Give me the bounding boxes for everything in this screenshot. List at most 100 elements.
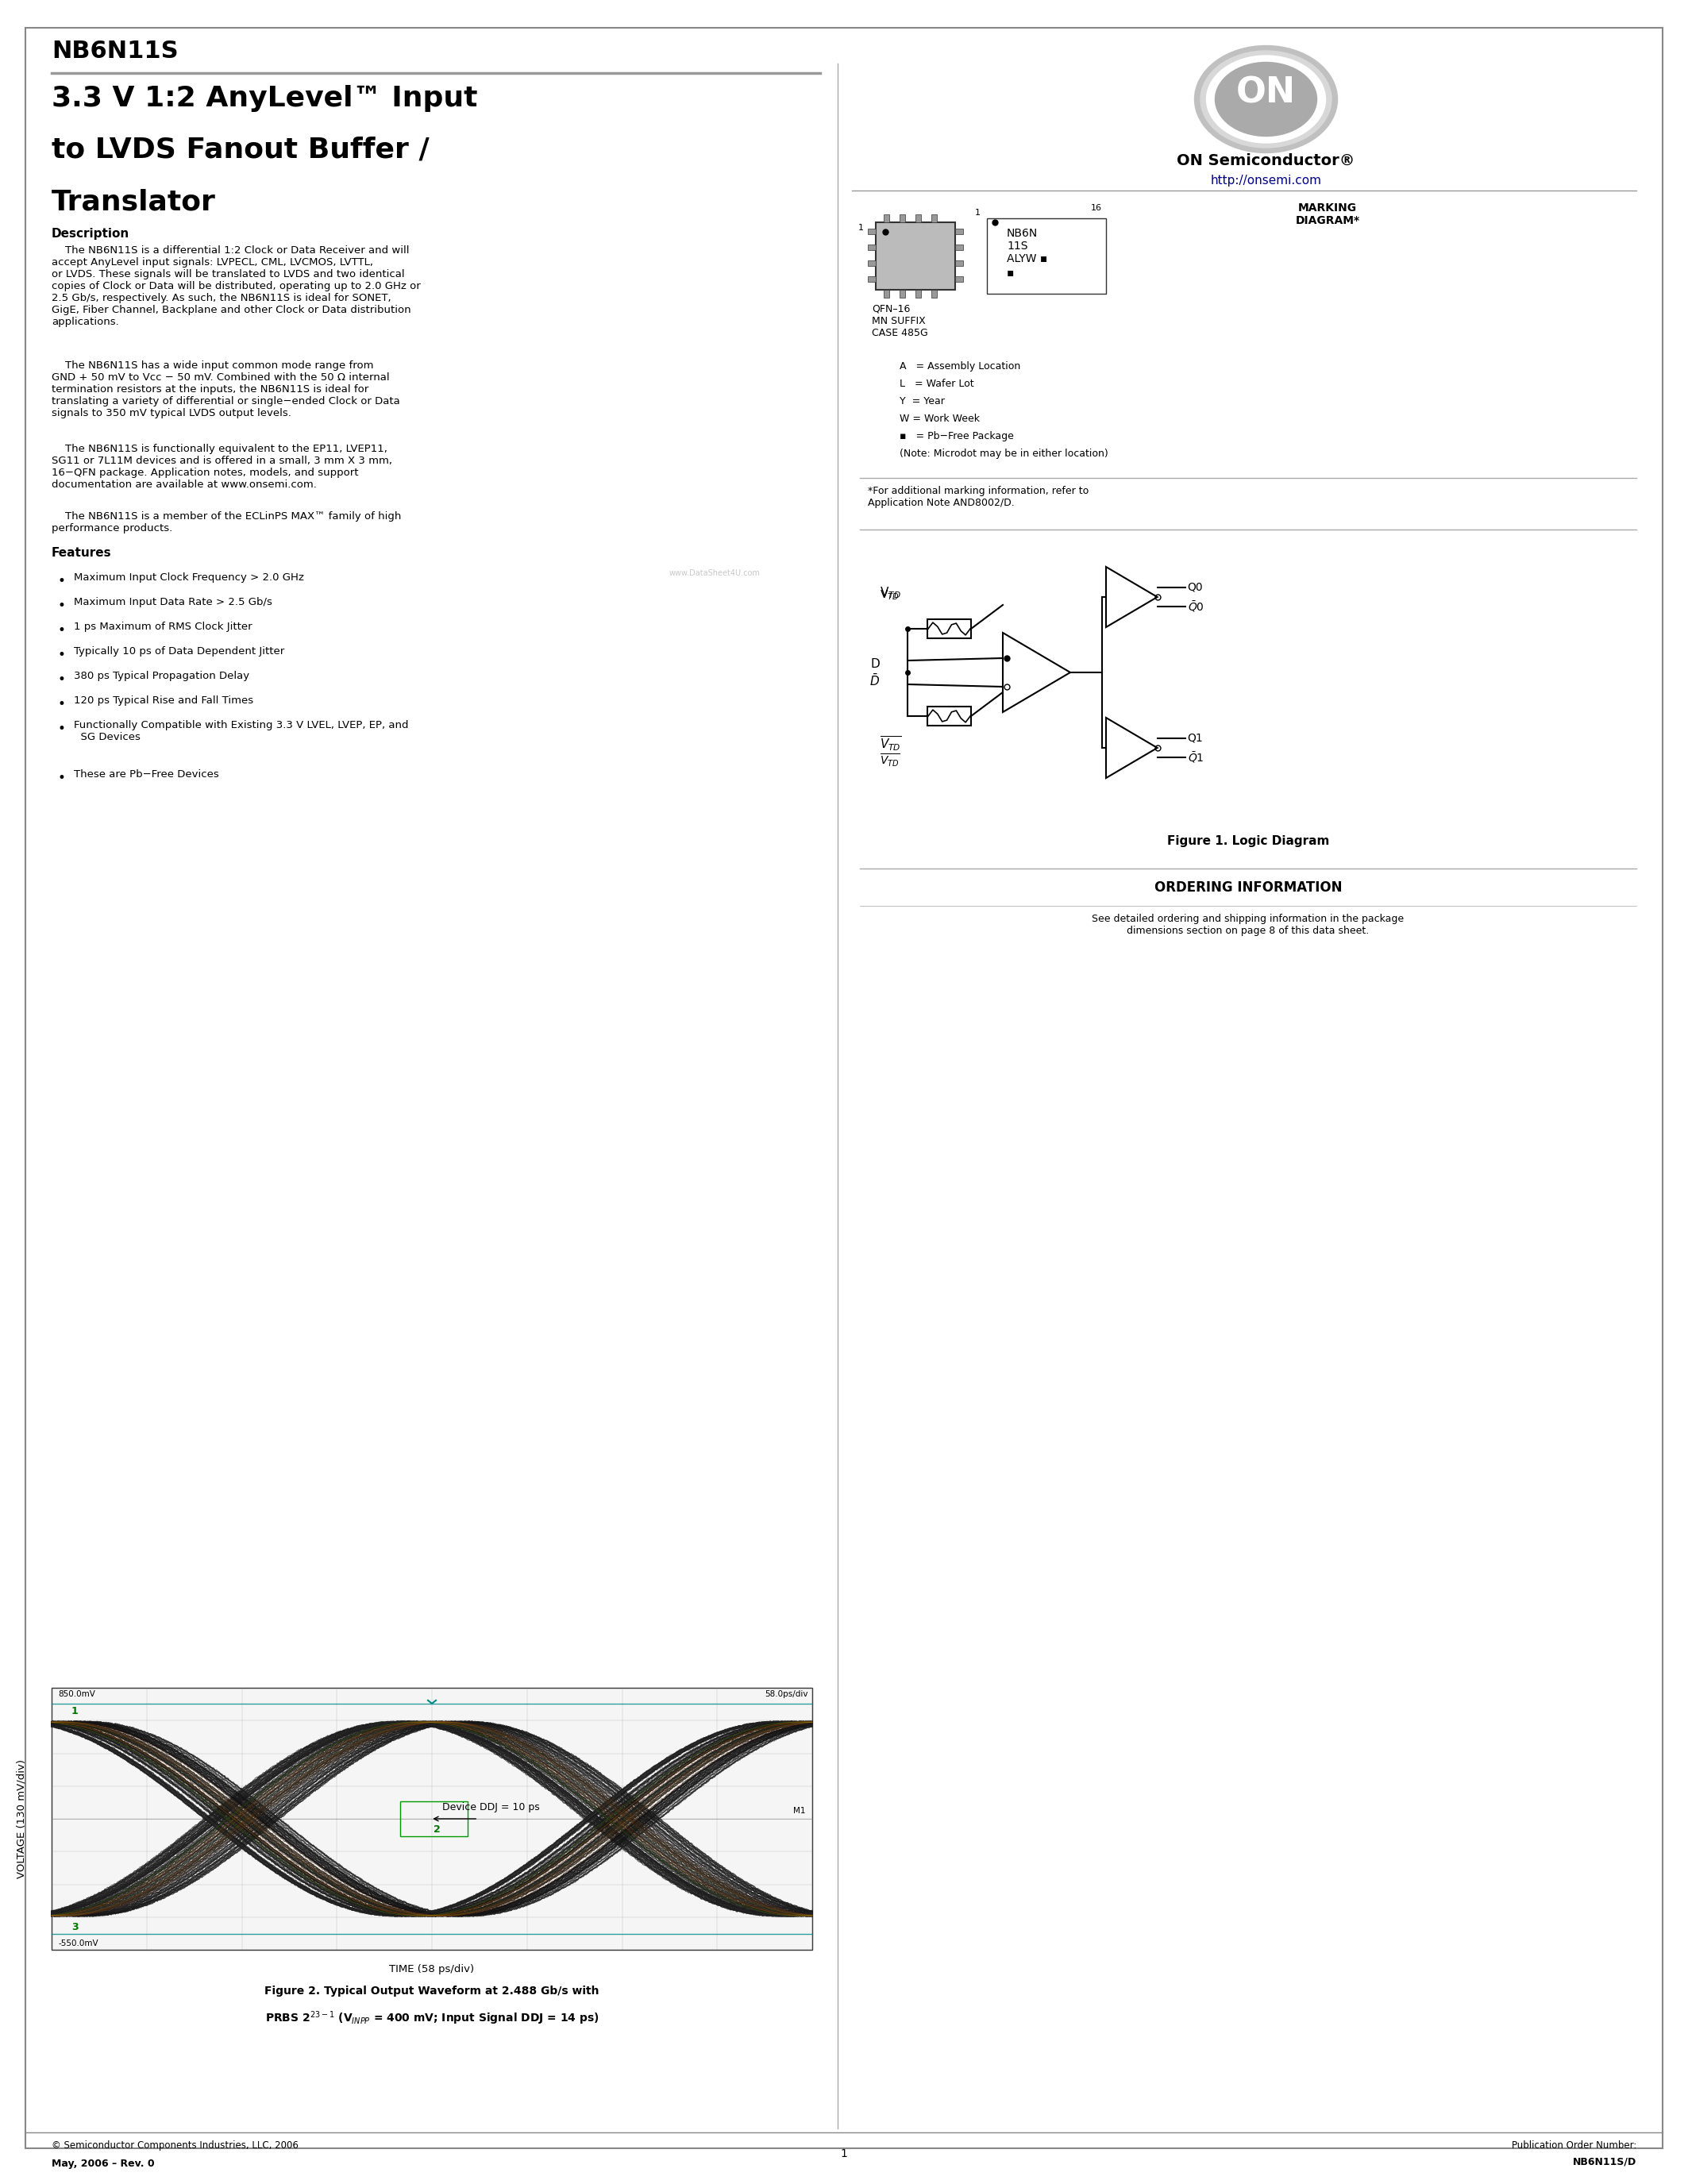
- Bar: [900, 214, 905, 223]
- Text: Figure 1. Logic Diagram: Figure 1. Logic Diagram: [1166, 834, 1328, 847]
- Text: •: •: [57, 673, 66, 686]
- Text: The NB6N11S has a wide input common mode range from
GND + 50 mV to Vᴄᴄ − 50 mV. : The NB6N11S has a wide input common mode…: [52, 360, 400, 419]
- Text: 3: 3: [71, 1922, 78, 1933]
- Bar: [868, 245, 876, 251]
- Text: ON: ON: [1236, 76, 1296, 109]
- Text: Description: Description: [52, 227, 130, 240]
- Text: Y  = Year: Y = Year: [900, 395, 945, 406]
- Text: The NB6N11S is a differential 1:2 Clock or Data Receiver and will
accept AnyLeve: The NB6N11S is a differential 1:2 Clock …: [52, 245, 420, 328]
- Text: 1: 1: [976, 210, 981, 216]
- Ellipse shape: [1207, 55, 1325, 142]
- Text: 2: 2: [434, 1824, 441, 1835]
- Text: A   = Assembly Location: A = Assembly Location: [900, 360, 1021, 371]
- Text: 58.0ps/div: 58.0ps/div: [765, 1690, 809, 1699]
- Text: D: D: [871, 660, 879, 670]
- Text: Functionally Compatible with Existing 3.3 V LVEL, LVEP, EP, and
  SG Devices: Functionally Compatible with Existing 3.…: [74, 721, 408, 743]
- Text: 850.0mV: 850.0mV: [57, 1690, 95, 1699]
- Text: 1: 1: [71, 1706, 78, 1717]
- Text: 120 ps Typical Rise and Fall Times: 120 ps Typical Rise and Fall Times: [74, 695, 253, 705]
- Text: ▪   = Pb−Free Package: ▪ = Pb−Free Package: [900, 430, 1014, 441]
- Text: QFN–16
MN SUFFIX
CASE 485G: QFN–16 MN SUFFIX CASE 485G: [871, 304, 928, 339]
- Text: NB6N11S/D: NB6N11S/D: [1573, 2156, 1636, 2167]
- Text: ORDERING INFORMATION: ORDERING INFORMATION: [1155, 880, 1342, 895]
- Bar: [955, 229, 964, 234]
- Text: •: •: [57, 649, 66, 662]
- Bar: [885, 290, 890, 297]
- Text: M1: M1: [793, 1806, 805, 1815]
- Text: $\overline{V_{TD}}$: $\overline{V_{TD}}$: [879, 751, 900, 769]
- Text: VOLTAGE (130 mV/div): VOLTAGE (130 mV/div): [17, 1760, 27, 1878]
- Text: $\bar{Q}$0: $\bar{Q}$0: [1187, 598, 1204, 614]
- Text: Figure 2. Typical Output Waveform at 2.488 Gb/s with: Figure 2. Typical Output Waveform at 2.4…: [265, 1985, 599, 1996]
- Polygon shape: [1106, 568, 1158, 627]
- Text: •: •: [57, 771, 66, 786]
- Text: $\bar{D}$: $\bar{D}$: [869, 673, 879, 688]
- Ellipse shape: [1195, 46, 1337, 153]
- Text: Translator: Translator: [52, 188, 216, 216]
- Text: ON Semiconductor®: ON Semiconductor®: [1177, 153, 1355, 168]
- Text: •: •: [57, 721, 66, 736]
- Bar: [868, 229, 876, 234]
- Text: V$_{TD}$: V$_{TD}$: [879, 585, 901, 601]
- Text: May, 2006 – Rev. 0: May, 2006 – Rev. 0: [52, 2158, 155, 2169]
- Text: V$_{TD}$: V$_{TD}$: [879, 590, 900, 603]
- Bar: [927, 620, 971, 638]
- Text: •: •: [57, 598, 66, 614]
- Text: www.DataSheet4U.com: www.DataSheet4U.com: [670, 570, 761, 577]
- Text: W = Work Week: W = Work Week: [900, 413, 979, 424]
- Text: The NB6N11S is functionally equivalent to the EP11, LVEP11,
SG11 or 7L11M device: The NB6N11S is functionally equivalent t…: [52, 443, 392, 489]
- Text: 16: 16: [1090, 203, 1102, 212]
- Text: $\overline{V_{TD}}$: $\overline{V_{TD}}$: [879, 734, 901, 753]
- Polygon shape: [1106, 719, 1158, 778]
- Bar: [955, 245, 964, 251]
- Text: NB6N11S: NB6N11S: [52, 39, 179, 63]
- Text: Maximum Input Data Rate > 2.5 Gb/s: Maximum Input Data Rate > 2.5 Gb/s: [74, 596, 272, 607]
- Text: Q0: Q0: [1187, 581, 1204, 594]
- Bar: [868, 275, 876, 282]
- Bar: [955, 260, 964, 266]
- Text: Device DDJ = 10 ps: Device DDJ = 10 ps: [442, 1802, 540, 1813]
- Text: TIME (58 ps/div): TIME (58 ps/div): [390, 1963, 474, 1974]
- Text: 1: 1: [858, 225, 864, 232]
- Text: *For additional marking information, refer to
Application Note AND8002/D.: *For additional marking information, ref…: [868, 485, 1089, 509]
- Text: 380 ps Typical Propagation Delay: 380 ps Typical Propagation Delay: [74, 670, 250, 681]
- Text: NB6N
11S
ALYW ▪
▪: NB6N 11S ALYW ▪ ▪: [1006, 227, 1048, 277]
- Text: -550.0mV: -550.0mV: [57, 1939, 98, 1948]
- Bar: [955, 275, 964, 282]
- Text: Typically 10 ps of Data Dependent Jitter: Typically 10 ps of Data Dependent Jitter: [74, 646, 285, 657]
- Text: to LVDS Fanout Buffer /: to LVDS Fanout Buffer /: [52, 138, 429, 164]
- Bar: [915, 214, 922, 223]
- Text: $\bar{Q}$1: $\bar{Q}$1: [1187, 751, 1204, 764]
- Bar: [927, 708, 971, 725]
- Bar: [876, 223, 955, 290]
- Bar: [932, 290, 937, 297]
- Text: http://onsemi.com: http://onsemi.com: [1210, 175, 1322, 186]
- Ellipse shape: [1212, 59, 1320, 140]
- Text: 3.3 V 1:2 AnyLevel™ Input: 3.3 V 1:2 AnyLevel™ Input: [52, 85, 478, 111]
- Bar: [900, 290, 905, 297]
- Bar: [885, 214, 890, 223]
- Text: See detailed ordering and shipping information in the package
dimensions section: See detailed ordering and shipping infor…: [1092, 913, 1404, 937]
- Text: •: •: [57, 622, 66, 638]
- Text: The NB6N11S is a member of the ECLinPS MAX™ family of high
performance products.: The NB6N11S is a member of the ECLinPS M…: [52, 511, 402, 533]
- Bar: [400, 1802, 468, 1837]
- Text: MARKING
DIAGRAM*: MARKING DIAGRAM*: [1295, 203, 1361, 227]
- Text: Publication Order Number:: Publication Order Number:: [1511, 2140, 1636, 2151]
- Text: 1: 1: [841, 2149, 847, 2160]
- Text: Q1: Q1: [1187, 734, 1204, 745]
- Text: (Note: Microdot may be in either location): (Note: Microdot may be in either locatio…: [900, 448, 1109, 459]
- Text: Features: Features: [52, 546, 111, 559]
- Polygon shape: [1003, 633, 1070, 712]
- Text: PRBS 2$^{23-1}$ (V$_{INPP}$ = 400 mV; Input Signal DDJ = 14 ps): PRBS 2$^{23-1}$ (V$_{INPP}$ = 400 mV; In…: [265, 2009, 599, 2027]
- Ellipse shape: [1200, 50, 1332, 149]
- Bar: [987, 218, 1106, 293]
- Text: These are Pb−Free Devices: These are Pb−Free Devices: [74, 769, 219, 780]
- Bar: [868, 260, 876, 266]
- Text: © Semiconductor Components Industries, LLC, 2006: © Semiconductor Components Industries, L…: [52, 2140, 299, 2151]
- Text: L   = Wafer Lot: L = Wafer Lot: [900, 378, 974, 389]
- Text: •: •: [57, 574, 66, 587]
- Bar: [932, 214, 937, 223]
- Text: Maximum Input Clock Frequency > 2.0 GHz: Maximum Input Clock Frequency > 2.0 GHz: [74, 572, 304, 583]
- Bar: [915, 290, 922, 297]
- Text: 1 ps Maximum of RMS Clock Jitter: 1 ps Maximum of RMS Clock Jitter: [74, 622, 252, 631]
